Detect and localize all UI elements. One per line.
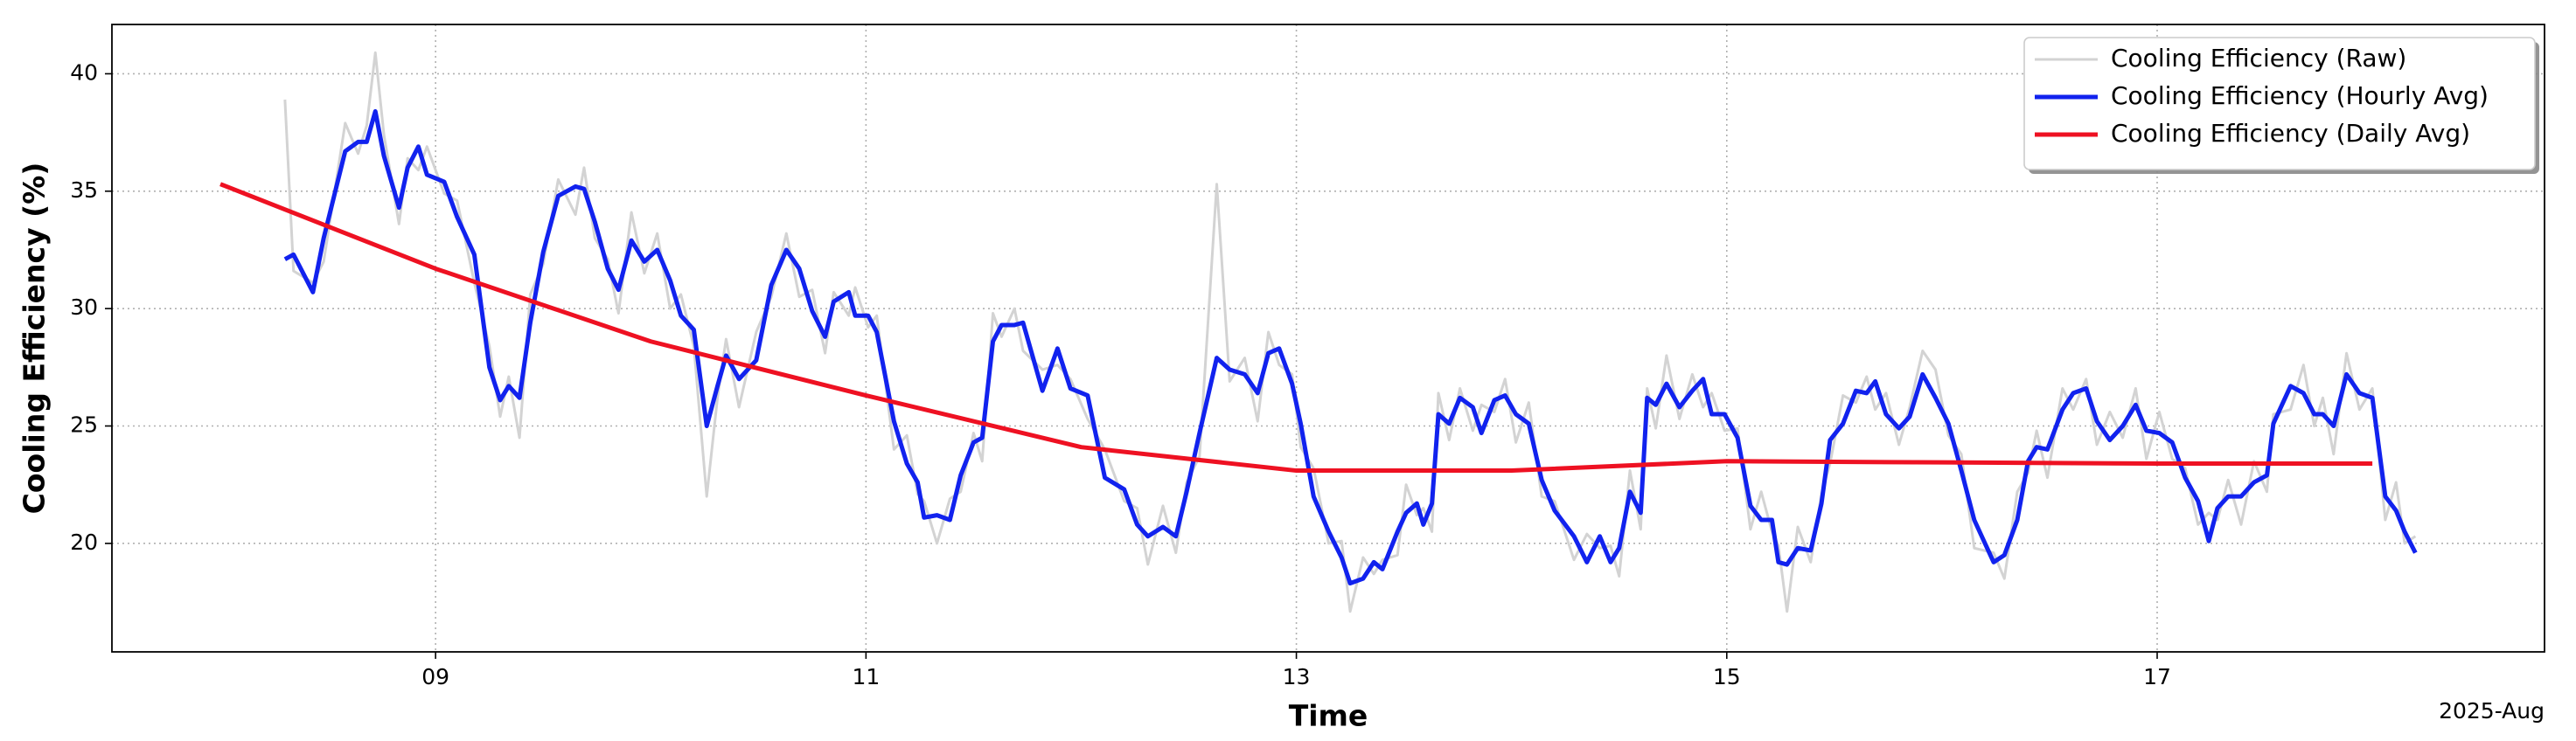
legend-label: Cooling Efficiency (Daily Avg) <box>2111 119 2470 148</box>
x-tick-label: 13 <box>1283 664 1311 689</box>
x-offset-label: 2025-Aug <box>2439 698 2545 724</box>
y-tick-label: 40 <box>70 59 98 85</box>
x-axis-label: Time <box>1289 699 1368 733</box>
series-line <box>283 51 2417 613</box>
x-tick-label: 15 <box>1713 664 1741 689</box>
x-tick-label: 11 <box>852 664 880 689</box>
series-line <box>219 182 2373 474</box>
legend-label: Cooling Efficiency (Hourly Avg) <box>2111 81 2489 110</box>
plot-frame <box>111 24 2545 653</box>
y-tick-label: 20 <box>70 530 98 555</box>
legend-label: Cooling Efficiency (Raw) <box>2111 44 2406 73</box>
x-tick-label: 09 <box>421 664 449 689</box>
y-tick-label: 35 <box>70 177 98 203</box>
y-tick-label: 25 <box>70 412 98 437</box>
series-line <box>283 108 2418 586</box>
y-tick-label: 30 <box>70 294 98 320</box>
x-tick-label: 17 <box>2143 664 2171 689</box>
y-axis-label: Cooling Efficiency (%) <box>17 163 52 515</box>
legend-box <box>2023 37 2536 170</box>
